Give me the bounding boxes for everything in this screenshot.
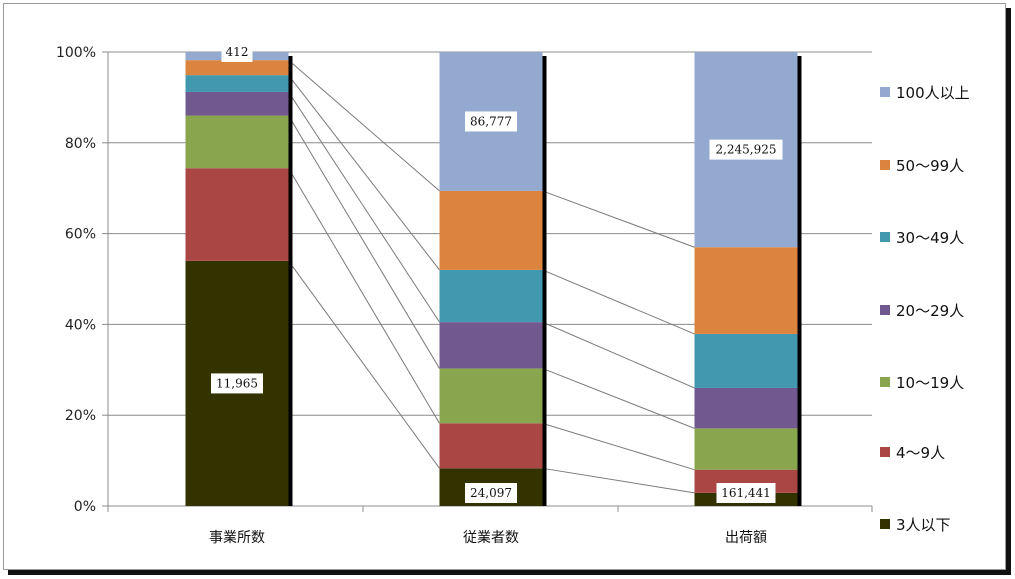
series-connector-line	[542, 367, 695, 429]
bar-segment	[694, 247, 798, 334]
data-label-box	[221, 42, 253, 62]
y-tick-label: 80%	[65, 136, 96, 152]
legend-label: 50～99人	[896, 157, 964, 175]
legend-label: 30～49人	[896, 229, 964, 247]
data-label: 2,245,925	[709, 139, 783, 160]
legend-swatch	[880, 305, 890, 315]
bar-segment	[439, 269, 543, 323]
bar-shadow	[542, 56, 547, 506]
bar-segment	[185, 91, 289, 116]
legend-swatch	[880, 87, 890, 97]
data-label-box	[211, 373, 263, 394]
y-tick-label: 40%	[65, 317, 96, 333]
data-label-text: 11,965	[216, 376, 258, 390]
bar-segment	[439, 190, 543, 270]
series-connector-line	[542, 321, 695, 389]
series-connector-line	[288, 260, 440, 469]
legend-swatch	[880, 160, 890, 170]
data-label-text: 161,441	[721, 486, 771, 500]
bar-segment	[439, 368, 543, 424]
x-category-label: 事業所数	[209, 530, 265, 546]
bar-segment	[439, 322, 543, 369]
legend-label: 10～19人	[896, 374, 964, 392]
series-connector-line	[288, 91, 440, 323]
legend-label: 3人以下	[896, 516, 951, 534]
legend-item: 3人以下	[880, 516, 951, 534]
legend-label: 20～29人	[896, 302, 964, 320]
legend-item: 30～49人	[880, 229, 964, 247]
x-category-label: 出荷額	[725, 530, 767, 546]
data-label: 412	[221, 42, 253, 62]
data-labels-layer: 11,965 412 24,097 86,777 161,441 2,245,925	[211, 42, 783, 503]
legend-item: 50～99人	[880, 157, 964, 175]
bar-segment	[694, 333, 798, 388]
series-connector-line	[288, 115, 440, 369]
data-label: 24,097	[465, 483, 517, 503]
series-connector-line	[288, 59, 440, 192]
y-tick-label: 20%	[65, 408, 96, 424]
bar-segment	[439, 423, 543, 469]
legend-label: 100人以上	[896, 84, 970, 102]
data-label: 11,965	[211, 373, 263, 394]
legend-swatch	[880, 232, 890, 242]
legend-item: 4～9人	[880, 444, 945, 462]
y-tick-label: 60%	[65, 227, 96, 243]
bar-segment	[185, 75, 289, 92]
legend-item: 100人以上	[880, 84, 970, 102]
series-connector-line	[542, 422, 695, 471]
data-label: 161,441	[716, 483, 776, 503]
legend-swatch	[880, 447, 890, 457]
data-label-text: 86,777	[470, 114, 512, 128]
data-label-box	[709, 139, 783, 160]
legend: 100人以上 50～99人 30～49人 20～29人 10～19人 4～9人 3人以下	[880, 84, 970, 534]
series-connector-line	[542, 190, 695, 248]
legend-item: 10～19人	[880, 374, 964, 392]
data-label: 86,777	[465, 111, 517, 132]
series-lines	[288, 59, 695, 494]
bar-segment	[185, 60, 289, 76]
x-category-label: 従業者数	[463, 530, 519, 546]
series-connector-line	[288, 74, 440, 271]
bar-shadow	[797, 56, 802, 506]
data-label-text: 24,097	[470, 486, 512, 500]
data-label-text: 2,245,925	[715, 143, 776, 157]
bar-segment	[694, 387, 798, 429]
series-connector-line	[288, 167, 440, 424]
legend-swatch	[880, 519, 890, 529]
y-tick-label: 100%	[56, 45, 96, 61]
bar-shadow	[288, 56, 293, 506]
y-tick-label: 0%	[74, 499, 96, 515]
legend-item: 20～29人	[880, 302, 964, 320]
data-label-text: 412	[226, 45, 249, 59]
data-label-box	[716, 483, 776, 503]
data-label-box	[465, 483, 517, 503]
bar-segment	[185, 115, 289, 169]
bar-segment	[185, 168, 289, 261]
legend-label: 4～9人	[896, 444, 945, 462]
series-connector-line	[542, 467, 695, 494]
legend-swatch	[880, 377, 890, 387]
bar-segment	[694, 428, 798, 470]
series-connector-line	[542, 269, 695, 335]
data-label-box	[465, 111, 517, 132]
